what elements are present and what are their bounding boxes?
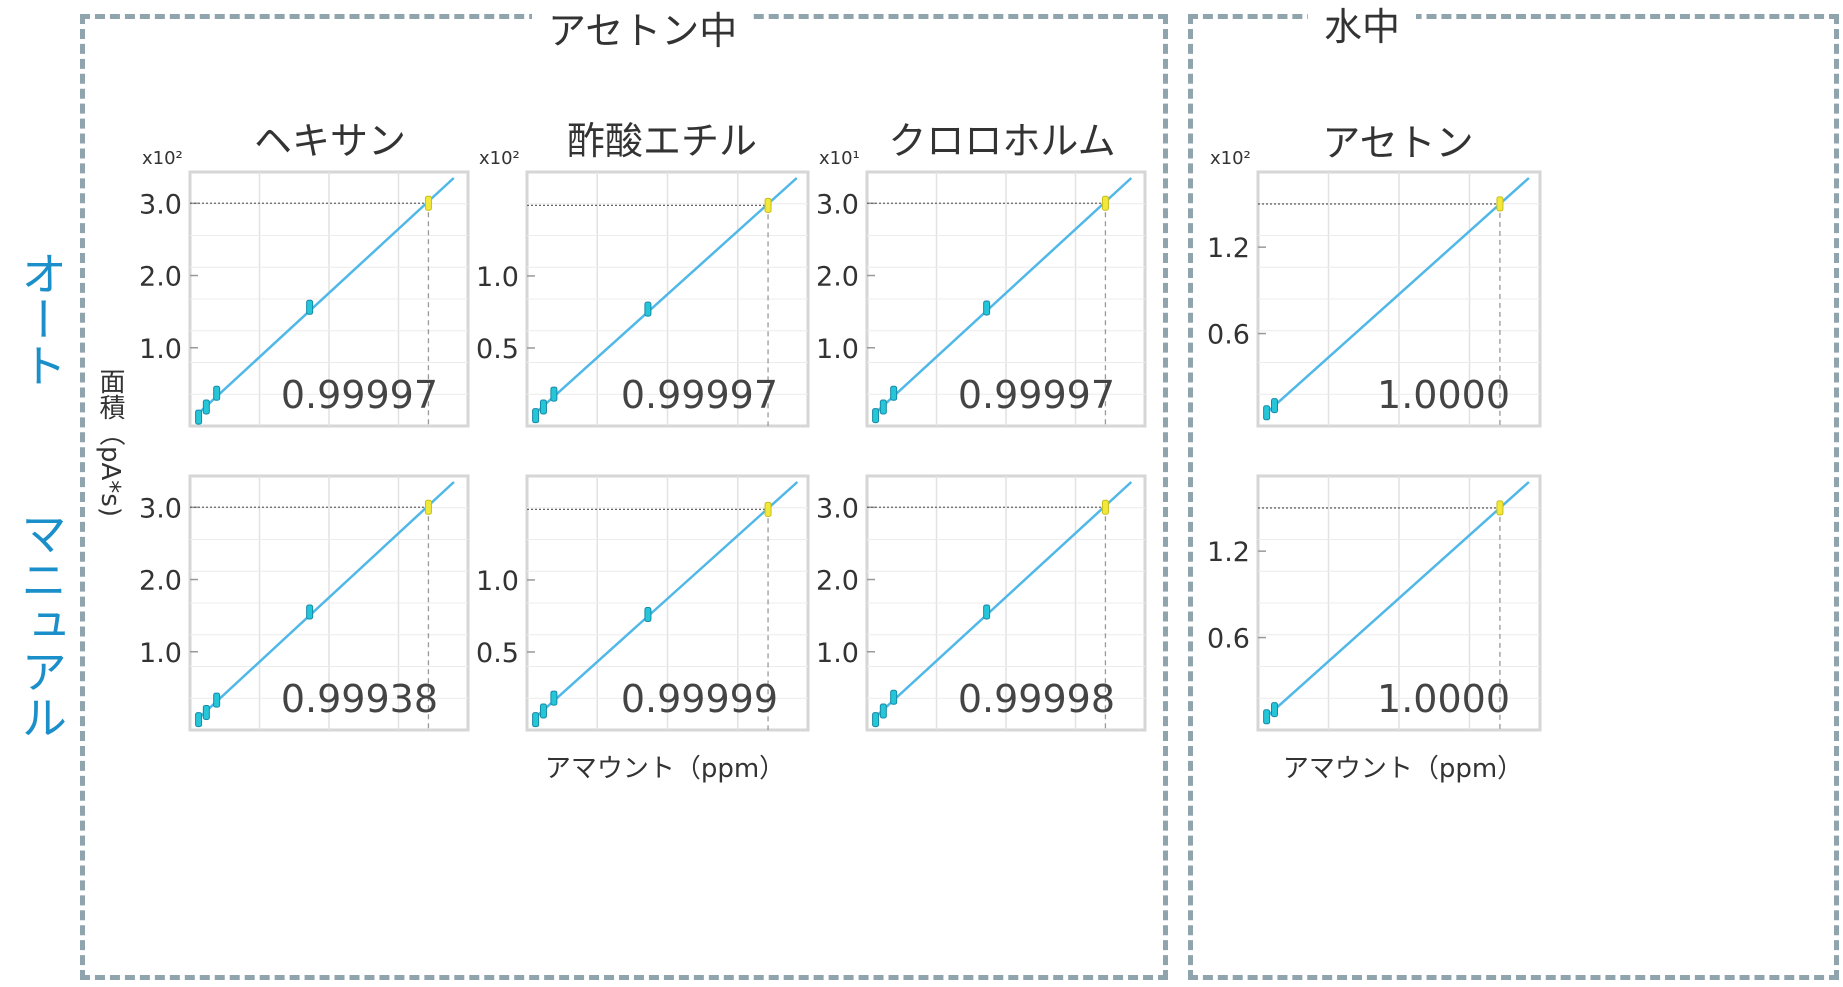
r-squared-label: 0.99997 xyxy=(958,373,1115,417)
data-point xyxy=(872,408,880,424)
chart-2: 1.0 2.0 3.0 x10¹ 0.99997 xyxy=(816,148,1147,428)
row-label-auto: オート xyxy=(14,250,68,388)
y-multiplier: x10² xyxy=(479,148,520,169)
data-point xyxy=(539,399,547,415)
y-tick-label: 1.0 xyxy=(476,566,519,597)
regression-line xyxy=(532,481,799,721)
y-multiplier: x10² xyxy=(142,148,183,169)
chart-0: 1.0 2.0 3.0 x10² 0.99997 xyxy=(139,148,470,428)
data-point xyxy=(890,385,898,401)
chart-6: 1.0 2.0 3.0 0.99998 xyxy=(816,474,1147,732)
data-point xyxy=(213,385,221,401)
data-point xyxy=(550,386,558,402)
data-point xyxy=(1270,398,1278,414)
data-point xyxy=(983,604,991,620)
data-point xyxy=(983,300,991,316)
chart-3: 0.6 1.2 x10² 1.0000 xyxy=(1207,148,1542,428)
data-point xyxy=(424,499,432,515)
data-point xyxy=(306,299,314,315)
regression-line xyxy=(1263,481,1530,720)
y-tick-label: 1.0 xyxy=(816,334,859,365)
chart-7: 0.6 1.2 1.0000 xyxy=(1207,474,1542,732)
y-tick-label: 2.0 xyxy=(816,262,859,293)
data-point xyxy=(202,704,210,720)
x-axis-title-water-group: アマウント（ppm） xyxy=(1282,754,1524,784)
acetone-group-title: アセトン中 xyxy=(532,0,754,55)
y-tick-label: 3.0 xyxy=(816,189,859,220)
y-tick-label: 1.2 xyxy=(1207,233,1250,264)
x-axis-title-acetone-group: アマウント（ppm） xyxy=(544,754,786,784)
regression-line xyxy=(532,177,798,417)
data-point xyxy=(1263,405,1271,421)
chart-title-hexane: ヘキサン xyxy=(253,119,406,163)
data-point xyxy=(879,703,887,719)
r-squared-label: 0.99938 xyxy=(281,677,438,721)
y-tick-label: 0.6 xyxy=(1207,624,1250,655)
y-tick-label: 1.2 xyxy=(1207,537,1250,568)
r-squared-label: 0.99998 xyxy=(958,677,1115,721)
data-point xyxy=(202,399,210,415)
data-point xyxy=(1101,499,1109,515)
y-tick-label: 1.0 xyxy=(816,638,859,669)
regression-line xyxy=(872,177,1133,417)
water-group-title: 水中 xyxy=(1308,0,1417,51)
data-point xyxy=(532,712,540,728)
data-point xyxy=(890,689,898,705)
data-point xyxy=(195,409,203,425)
y-tick-label: 3.0 xyxy=(139,493,182,524)
chart-1: 0.5 1.0 x10² 0.99997 xyxy=(476,148,810,428)
regression-line xyxy=(1263,177,1530,416)
y-tick-label: 3.0 xyxy=(139,189,182,220)
water-group-box xyxy=(1188,14,1839,980)
y-tick-label: 2.0 xyxy=(139,566,182,597)
r-squared-label: 1.0000 xyxy=(1377,373,1510,417)
data-point xyxy=(550,690,558,706)
data-point xyxy=(1263,709,1271,725)
data-point xyxy=(644,607,652,623)
data-point xyxy=(764,501,772,517)
r-squared-label: 0.99997 xyxy=(621,373,778,417)
data-point xyxy=(872,712,880,728)
y-tick-label: 0.5 xyxy=(476,334,519,365)
y-tick-label: 1.0 xyxy=(139,638,182,669)
y-tick-label: 0.5 xyxy=(476,638,519,669)
row-label-manual: マニュアル xyxy=(14,510,68,740)
data-point xyxy=(1101,195,1109,211)
chart-title-chloroform: クロロホルム xyxy=(888,119,1116,163)
data-point xyxy=(764,197,772,213)
chart-title-acetone: アセトン xyxy=(1322,121,1474,165)
chart-5: 0.5 1.0 0.99999 xyxy=(476,474,810,732)
y-tick-label: 0.6 xyxy=(1207,320,1250,351)
data-point xyxy=(879,399,887,415)
y-multiplier: x10² xyxy=(1210,148,1251,169)
r-squared-label: 0.99999 xyxy=(621,677,778,721)
r-squared-label: 1.0000 xyxy=(1377,677,1510,721)
data-point xyxy=(195,712,203,728)
y-multiplier: x10¹ xyxy=(819,148,860,169)
data-point xyxy=(644,301,652,317)
y-tick-label: 2.0 xyxy=(139,262,182,293)
y-tick-label: 2.0 xyxy=(816,566,859,597)
regression-line xyxy=(195,481,455,722)
chart-4: 1.0 2.0 3.0 0.99938 xyxy=(139,474,470,732)
y-axis-title: 面積（pA*s) xyxy=(95,368,125,517)
data-point xyxy=(532,408,540,424)
data-point xyxy=(306,604,314,620)
data-point xyxy=(424,195,432,211)
data-point xyxy=(1270,702,1278,718)
data-point xyxy=(539,703,547,719)
y-tick-label: 3.0 xyxy=(816,493,859,524)
regression-line xyxy=(872,481,1133,721)
chart-title-ethyl-acetate: 酢酸エチル xyxy=(566,119,757,163)
y-tick-label: 1.0 xyxy=(139,334,182,365)
regression-line xyxy=(195,177,455,417)
r-squared-label: 0.99997 xyxy=(281,373,438,417)
data-point xyxy=(213,692,221,708)
y-tick-label: 1.0 xyxy=(476,262,519,293)
data-point xyxy=(1496,500,1504,516)
data-point xyxy=(1496,196,1504,212)
